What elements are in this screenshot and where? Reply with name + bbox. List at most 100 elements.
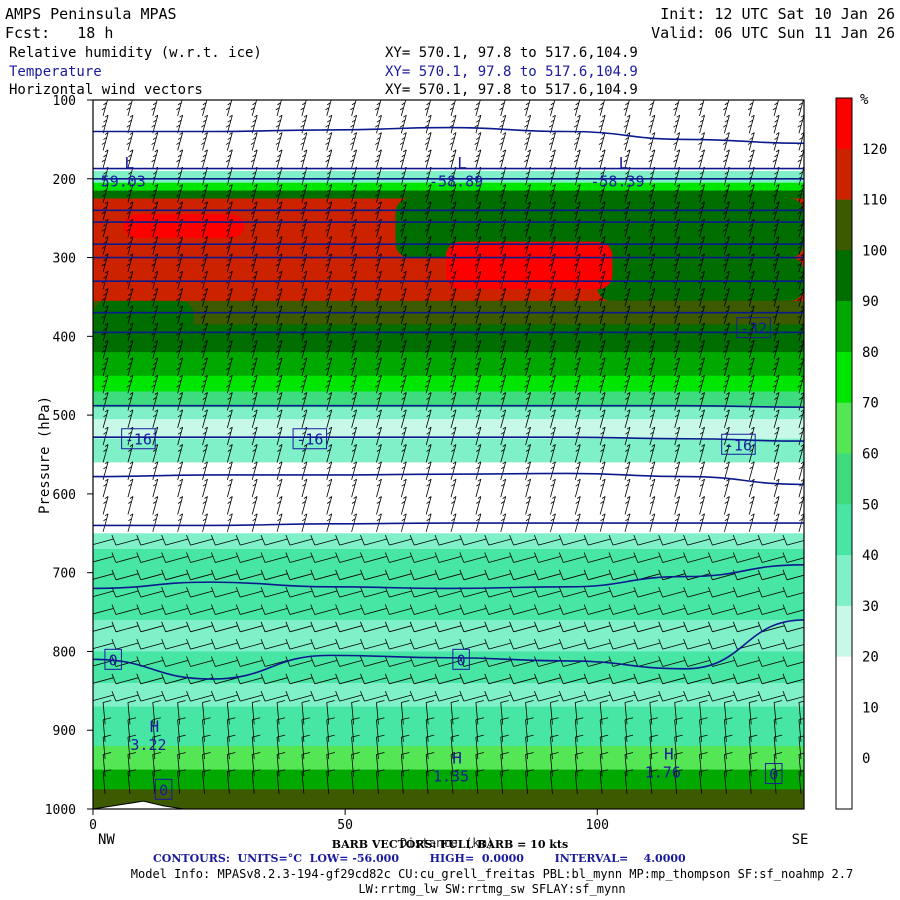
wind-barb: [747, 340, 755, 359]
wind-barb: [549, 100, 556, 116]
wind-barb: [525, 700, 534, 725]
rh-layer-16: [93, 619, 804, 652]
wind-barb: [376, 734, 385, 760]
x-right-end-label: SE: [792, 832, 809, 848]
wind-barb: [722, 149, 730, 168]
wind-barb: [310, 690, 337, 702]
wind-barb: [93, 660, 114, 667]
wind-barb: [310, 587, 337, 598]
wind-barb: [449, 184, 457, 203]
wind-barb: [509, 552, 536, 563]
rh-layer-10: [93, 407, 804, 420]
wind-barb: [649, 461, 656, 480]
wind-barb: [450, 461, 457, 480]
wind-barb: [757, 587, 785, 598]
wind-barb: [251, 444, 258, 463]
wind-barb: [152, 478, 159, 498]
wind-barb: [360, 587, 387, 598]
wind-barb: [747, 236, 755, 255]
wind-barb: [732, 587, 760, 598]
wind-barb: [409, 673, 437, 685]
wind-barb: [573, 270, 581, 290]
wind-barb: [210, 638, 238, 650]
wind-barb: [151, 236, 159, 255]
wind-barb: [524, 357, 531, 376]
wind-barb: [772, 374, 780, 394]
wind-barb: [747, 184, 755, 203]
temperature-contour: [93, 619, 804, 680]
wind-barb: [475, 734, 484, 760]
wind-barb: [500, 496, 507, 515]
wind-barb: [351, 513, 357, 532]
wind-barb: [574, 478, 581, 498]
wind-barb: [251, 717, 261, 742]
wind-barb: [151, 100, 158, 116]
wind-barb: [500, 769, 509, 794]
wind-barb: [409, 604, 437, 615]
wind-barb: [202, 478, 208, 498]
wind-barb: [598, 374, 606, 394]
wind-barb: [161, 535, 188, 546]
wind-barb: [177, 426, 184, 446]
wind-barb: [608, 656, 636, 667]
wind-barb: [276, 513, 283, 532]
wind-barb: [111, 621, 139, 633]
wind-barb: [326, 717, 335, 742]
field-xy-rh: XY= 570.1, 97.8 to 517.6,104.9: [385, 45, 638, 61]
colorbar-bin: [836, 98, 852, 150]
wind-barb: [583, 690, 611, 702]
wind-barb: [276, 444, 283, 463]
wind-barb: [225, 357, 233, 376]
wind-barb: [449, 236, 457, 255]
wind-barb: [459, 604, 486, 615]
model-info: Model Info: MPASv8.2.3-194-gf29cd82c CU:…: [131, 867, 853, 881]
extremum-value: 1.76: [645, 764, 681, 782]
wind-barb: [251, 496, 258, 515]
wind-barb: [425, 392, 432, 411]
wind-barb: [425, 478, 432, 498]
wind-barb: [674, 734, 683, 760]
wind-barb: [335, 690, 362, 702]
colorbar-label: 90: [862, 294, 879, 310]
wind-barb: [93, 608, 114, 615]
wind-barb: [376, 461, 382, 480]
wind-barb: [127, 752, 137, 777]
wind-barb: [201, 305, 208, 324]
wind-barb: [550, 461, 556, 480]
wind-barb: [201, 132, 208, 151]
wind-barb: [225, 288, 233, 307]
wind-barb: [649, 478, 656, 498]
wind-barb: [757, 621, 785, 633]
wind-barb: [773, 700, 783, 725]
rh-patch-3: [123, 214, 245, 238]
wind-barb: [384, 552, 412, 563]
wind-barb: [226, 392, 233, 411]
wind-barb: [177, 444, 184, 463]
wind-barb: [434, 690, 462, 702]
wind-barb: [325, 374, 333, 394]
wind-barb: [351, 444, 357, 463]
wind-barb: [285, 569, 313, 581]
wind-barb: [649, 700, 658, 725]
wind-barb: [449, 100, 456, 116]
wind-barb: [350, 288, 357, 307]
wind-barb: [732, 673, 760, 685]
wind-barb: [574, 752, 584, 777]
wind-barb: [573, 132, 581, 151]
wind-barb: [101, 357, 109, 376]
wind-barb: [126, 357, 134, 376]
wind-barb: [325, 184, 333, 203]
wind-barb: [177, 392, 184, 411]
wind-barb: [450, 496, 457, 515]
wind-barb: [558, 638, 586, 650]
wind-barb: [275, 357, 283, 376]
wind-barb: [250, 149, 258, 168]
wind-barb: [598, 100, 605, 116]
wind-barb: [583, 552, 611, 563]
wind-barb: [235, 535, 263, 546]
wind-barb: [424, 374, 432, 394]
wind-barb: [376, 426, 382, 446]
wind-barb: [673, 270, 681, 290]
wind-barb: [152, 734, 161, 760]
wind-barb: [499, 357, 507, 376]
